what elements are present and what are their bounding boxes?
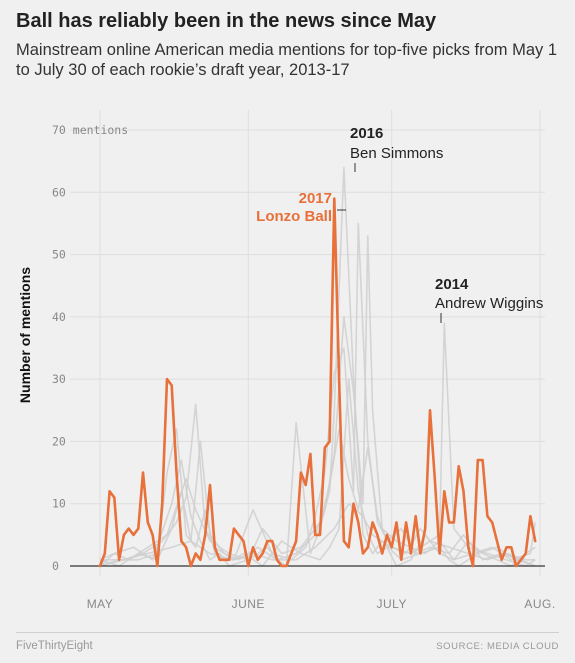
y-tick-label: 50 [52,248,66,262]
y-axis-label: Number of mentions [17,267,33,403]
background-series-line [99,428,536,567]
x-tick-label: AUG. [524,597,555,611]
x-tick-label: MAY [87,597,114,611]
highlight-series [98,197,537,568]
y-tick-label: 10 [52,497,66,511]
annotation-name: Andrew Wiggins [435,295,543,312]
brand-label: FiveThirtyEight [16,640,93,652]
annotation-name: Lonzo Ball [256,208,332,225]
background-series [99,166,536,567]
annotation-lonzo-ball: 2017 Lonzo Ball [256,190,346,225]
chart-title: Ball has reliably been in the news since… [16,10,437,32]
y-tick-label: 70 mentions [52,123,128,137]
background-series-line [99,222,536,567]
background-series-line [100,502,536,561]
y-tick-labels: 0 10 20 30 40 50 60 70 mentions [52,123,128,573]
footer-divider [16,632,559,633]
y-tick-label: 0 [52,559,59,573]
annotation-andrew-wiggins: 2014 Andrew Wiggins [435,276,543,323]
background-series-line [99,166,536,567]
annotation-ben-simmons: 2016 Ben Simmons [350,125,443,172]
y-tick-label: 20 [52,434,66,448]
chart-subtitle: Mainstream online American media mention… [16,41,558,79]
annotation-year: 2014 [435,276,469,293]
y-tick-label: 60 [52,185,66,199]
annotation-year: 2016 [350,125,383,142]
grid-lines [70,110,545,576]
x-tick-label: JULY [377,597,407,611]
annotation-name: Ben Simmons [350,145,443,162]
x-tick-label: JUNE [232,597,265,611]
source-label: SOURCE: MEDIA CLOUD [436,641,559,652]
highlight-series-line [98,197,537,568]
y-tick-label: 30 [52,372,66,386]
y-tick-label: 40 [52,310,66,324]
annotation-year: 2017 [299,190,332,207]
x-tick-labels: MAY JUNE JULY AUG. [87,597,555,611]
